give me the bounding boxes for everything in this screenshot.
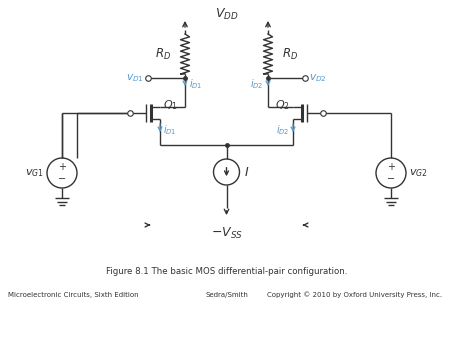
Text: $i_{D2}$: $i_{D2}$ bbox=[251, 77, 264, 91]
Text: +: + bbox=[58, 162, 66, 172]
Text: Figure 8.1 The basic MOS differential-pair configuration.: Figure 8.1 The basic MOS differential-pa… bbox=[106, 267, 347, 276]
Text: $I$: $I$ bbox=[243, 166, 249, 178]
Text: $i_{D2}$: $i_{D2}$ bbox=[276, 123, 290, 137]
Text: $v_{G1}$: $v_{G1}$ bbox=[25, 167, 44, 179]
Text: Copyright © 2010 by Oxford University Press, Inc.: Copyright © 2010 by Oxford University Pr… bbox=[267, 292, 442, 298]
Text: −: − bbox=[387, 174, 395, 184]
Text: $V_{DD}$: $V_{DD}$ bbox=[215, 6, 238, 22]
Text: $-V_{SS}$: $-V_{SS}$ bbox=[211, 225, 243, 241]
Text: $R_D$: $R_D$ bbox=[282, 46, 298, 62]
Text: $Q_1$: $Q_1$ bbox=[163, 98, 178, 112]
Text: +: + bbox=[387, 162, 395, 172]
Text: $i_{D1}$: $i_{D1}$ bbox=[163, 123, 176, 137]
Text: $R_D$: $R_D$ bbox=[155, 46, 171, 62]
Text: $Q_2$: $Q_2$ bbox=[275, 98, 290, 112]
Text: Microelectronic Circuits, Sixth Edition: Microelectronic Circuits, Sixth Edition bbox=[8, 292, 139, 298]
Text: $v_{D1}$: $v_{D1}$ bbox=[126, 72, 144, 84]
Text: $i_{D1}$: $i_{D1}$ bbox=[189, 77, 202, 91]
Text: $v_{G2}$: $v_{G2}$ bbox=[409, 167, 428, 179]
Text: −: − bbox=[58, 174, 66, 184]
Text: Sedra/Smith: Sedra/Smith bbox=[205, 292, 248, 298]
Text: $v_{D2}$: $v_{D2}$ bbox=[309, 72, 327, 84]
